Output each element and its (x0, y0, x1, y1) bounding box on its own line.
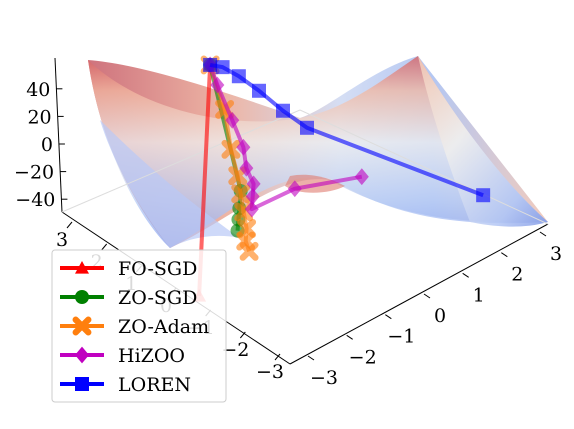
x-axis-line (289, 223, 549, 365)
trajectory-marker (228, 166, 248, 186)
z-axis-line (54, 57, 63, 213)
trajectory-marker (354, 168, 369, 186)
legend-entry: LOREN (60, 374, 191, 396)
x-tick-label: −3 (310, 367, 338, 389)
legend: FO-SGD ZO-SGD ZO-Adam HiZOO LOREN (51, 249, 227, 403)
z-tick-label: −40 (15, 189, 55, 211)
z-tick-label: −20 (14, 162, 54, 184)
legend-marker (75, 346, 89, 364)
trajectory-marker (239, 159, 254, 177)
trajectory-marker (231, 69, 246, 84)
optimizer-trajectories (192, 55, 491, 302)
z-tick-label: 0 (41, 134, 53, 156)
y-tick-mark (239, 331, 246, 339)
y-tick-mark (66, 221, 73, 229)
x-tick-mark (423, 293, 431, 299)
z-tick-label: 20 (27, 106, 51, 128)
y-tick-mark (101, 243, 108, 251)
x-tick-label: 1 (473, 284, 485, 306)
legend-entry: ZO-Adam (60, 316, 209, 338)
x-tick-label: 3 (550, 243, 562, 265)
x-tick-label: 2 (511, 264, 523, 286)
y-tick-label: 3 (56, 229, 68, 251)
legend-entry: ZO-SGD (60, 287, 197, 309)
legend-marker (75, 377, 89, 391)
legend-marker (72, 316, 92, 336)
legend-frame (51, 249, 227, 403)
trajectory-marker (246, 175, 261, 193)
legend-entry: HiZOO (60, 345, 185, 367)
legend-label: HiZOO (118, 345, 185, 367)
trajectory-marker (215, 60, 230, 75)
y-tick-label: −3 (256, 361, 284, 383)
trajectory-marker (245, 188, 260, 205)
trajectory-marker (276, 103, 290, 118)
x-tick-mark (307, 355, 315, 361)
x-tick-label: −1 (387, 326, 415, 348)
trajectory-line (208, 64, 363, 212)
axes (54, 57, 549, 365)
x-tick-mark (346, 334, 353, 340)
trajectory-loren (203, 57, 491, 203)
trajectory-marker (252, 83, 266, 98)
legend-label: FO-SGD (118, 258, 197, 280)
y-tick-mark (274, 353, 281, 361)
trajectory-marker (239, 241, 259, 261)
surface-left-dip (100, 120, 240, 248)
trajectory-marker (210, 76, 225, 94)
legend-label: LOREN (118, 374, 191, 396)
saddle-surface (88, 56, 548, 248)
legend-label: ZO-SGD (118, 287, 197, 309)
x-tick-label: −2 (349, 346, 377, 368)
x-tick-mark (501, 252, 508, 258)
legend-label: ZO-Adam (118, 316, 209, 338)
trajectory-marker (476, 188, 491, 203)
trajectory-marker (225, 111, 240, 129)
trajectory-marker (231, 184, 251, 204)
x-tick-label: 0 (434, 305, 446, 327)
back-pane-edge (61, 109, 301, 213)
legend-entry: FO-SGD (60, 258, 197, 280)
legend-marker (75, 261, 89, 274)
x-axis-ticks: −3 −2 −1 0 1 2 3 (307, 231, 562, 389)
trajectory-marker (300, 120, 314, 135)
y-tick-label: −2 (221, 339, 249, 361)
trajectory-marker (287, 180, 302, 198)
side-pane-edge (299, 109, 549, 225)
x-tick-mark (462, 272, 469, 278)
trajectory-marker (203, 57, 218, 72)
z-axis-ticks: 40 20 0 −20 −40 (14, 79, 68, 211)
legend-marker (75, 290, 89, 304)
trajectory-marker (236, 138, 251, 156)
x-tick-mark (539, 231, 547, 237)
trajectory-hizoo (203, 56, 369, 218)
z-tick-label: 40 (26, 79, 50, 101)
trajectory-marker (244, 200, 259, 218)
trajectory-marker (221, 139, 241, 159)
x-tick-mark (385, 314, 392, 320)
